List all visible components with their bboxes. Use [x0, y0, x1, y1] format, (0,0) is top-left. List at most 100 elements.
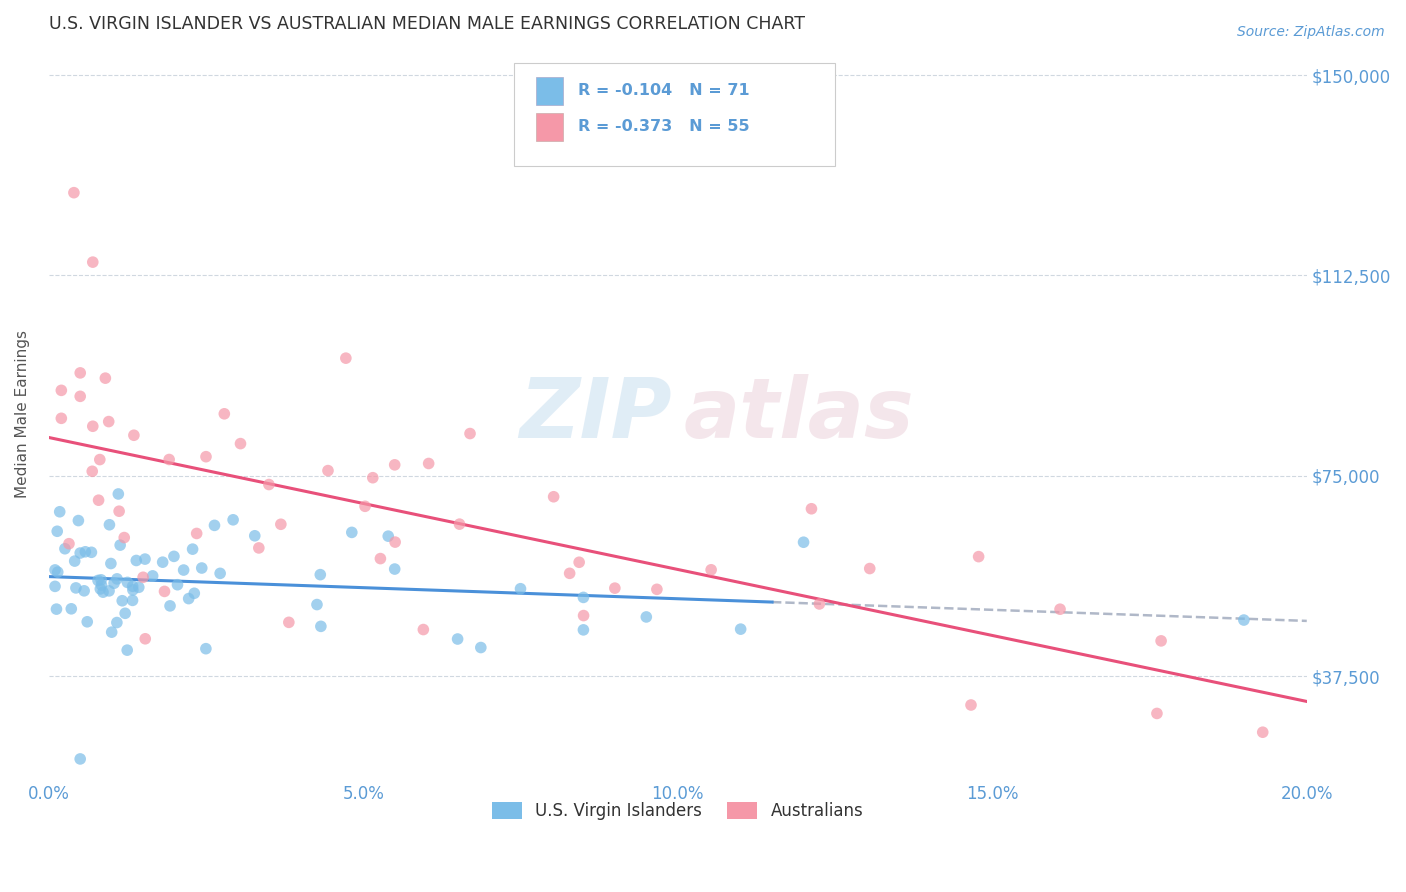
Point [183, 586, 205, 600]
Point [44, 579, 66, 593]
Point [377, 529, 399, 543]
Point [65, 581, 87, 595]
Point [458, 426, 481, 441]
Point [91, 585, 114, 599]
Point [100, 625, 122, 640]
Point [384, 562, 406, 576]
Point [572, 591, 595, 605]
Point [384, 458, 406, 472]
Point [730, 622, 752, 636]
Point [1150, 633, 1173, 648]
Point [108, 538, 131, 552]
Point [69, 752, 91, 766]
Point [181, 542, 204, 557]
Text: Source: ZipAtlas.com: Source: ZipAtlas.com [1237, 25, 1385, 39]
Point [800, 501, 823, 516]
Point [82, 464, 104, 478]
Point [134, 632, 156, 646]
Point [177, 591, 200, 606]
Point [90, 573, 112, 587]
Point [48, 505, 70, 519]
Point [89, 582, 111, 596]
Point [80, 545, 103, 559]
Point [82, 419, 104, 434]
Point [121, 593, 143, 607]
Point [87, 574, 110, 588]
Point [309, 619, 332, 633]
Point [335, 351, 357, 366]
Point [46, 565, 69, 579]
Point [105, 572, 128, 586]
Point [132, 570, 155, 584]
Point [247, 541, 270, 555]
Text: R = -0.104   N = 71: R = -0.104 N = 71 [578, 83, 749, 98]
Point [142, 569, 165, 583]
Text: R = -0.373   N = 55: R = -0.373 N = 55 [578, 120, 749, 135]
Point [270, 517, 292, 532]
Point [122, 582, 145, 597]
Point [645, 582, 668, 597]
Point [543, 490, 565, 504]
FancyBboxPatch shape [536, 113, 564, 141]
Point [76, 615, 98, 629]
Legend: U.S. Virgin Islanders, Australians: U.S. Virgin Islanders, Australians [485, 796, 870, 827]
Point [418, 457, 440, 471]
Point [153, 584, 176, 599]
Point [859, 561, 882, 575]
Point [967, 549, 990, 564]
Point [63, 554, 86, 568]
Text: atlas: atlas [685, 374, 915, 455]
Point [214, 407, 236, 421]
Point [808, 597, 831, 611]
Y-axis label: Median Male Earnings: Median Male Earnings [15, 330, 30, 499]
Point [166, 578, 188, 592]
Point [58, 537, 80, 551]
Point [94, 371, 117, 385]
Point [470, 640, 492, 655]
Point [412, 623, 434, 637]
Point [572, 608, 595, 623]
Point [793, 535, 815, 549]
Point [98, 517, 121, 532]
Point [173, 563, 195, 577]
Point [69, 546, 91, 560]
Point [305, 598, 328, 612]
Point [257, 477, 280, 491]
Point [361, 471, 384, 485]
Point [44, 563, 66, 577]
Point [73, 583, 96, 598]
Point [45, 602, 67, 616]
Point [159, 599, 181, 613]
Point [700, 563, 723, 577]
Point [1146, 706, 1168, 721]
Text: U.S. VIRGIN ISLANDER VS AUSTRALIAN MEDIAN MALE EARNINGS CORRELATION CHART: U.S. VIRGIN ISLANDER VS AUSTRALIAN MEDIA… [49, 15, 804, 33]
Point [97, 415, 120, 429]
Point [117, 575, 139, 590]
Point [122, 428, 145, 442]
Point [69, 389, 91, 403]
Point [89, 452, 111, 467]
Point [90, 578, 112, 592]
Point [157, 452, 180, 467]
FancyBboxPatch shape [536, 77, 564, 104]
Text: ZIP: ZIP [519, 374, 672, 455]
Point [53, 541, 76, 556]
Point [370, 551, 392, 566]
Point [107, 487, 129, 501]
Point [558, 566, 581, 581]
Point [186, 526, 208, 541]
Point [125, 553, 148, 567]
FancyBboxPatch shape [515, 63, 835, 166]
Point [82, 255, 104, 269]
Point [1233, 613, 1256, 627]
Point [69, 366, 91, 380]
Point [509, 582, 531, 596]
Point [316, 464, 339, 478]
Point [340, 525, 363, 540]
Point [46, 524, 69, 539]
Point [446, 632, 468, 646]
Point [67, 514, 90, 528]
Point [354, 500, 377, 514]
Point [51, 384, 73, 398]
Point [384, 535, 406, 549]
